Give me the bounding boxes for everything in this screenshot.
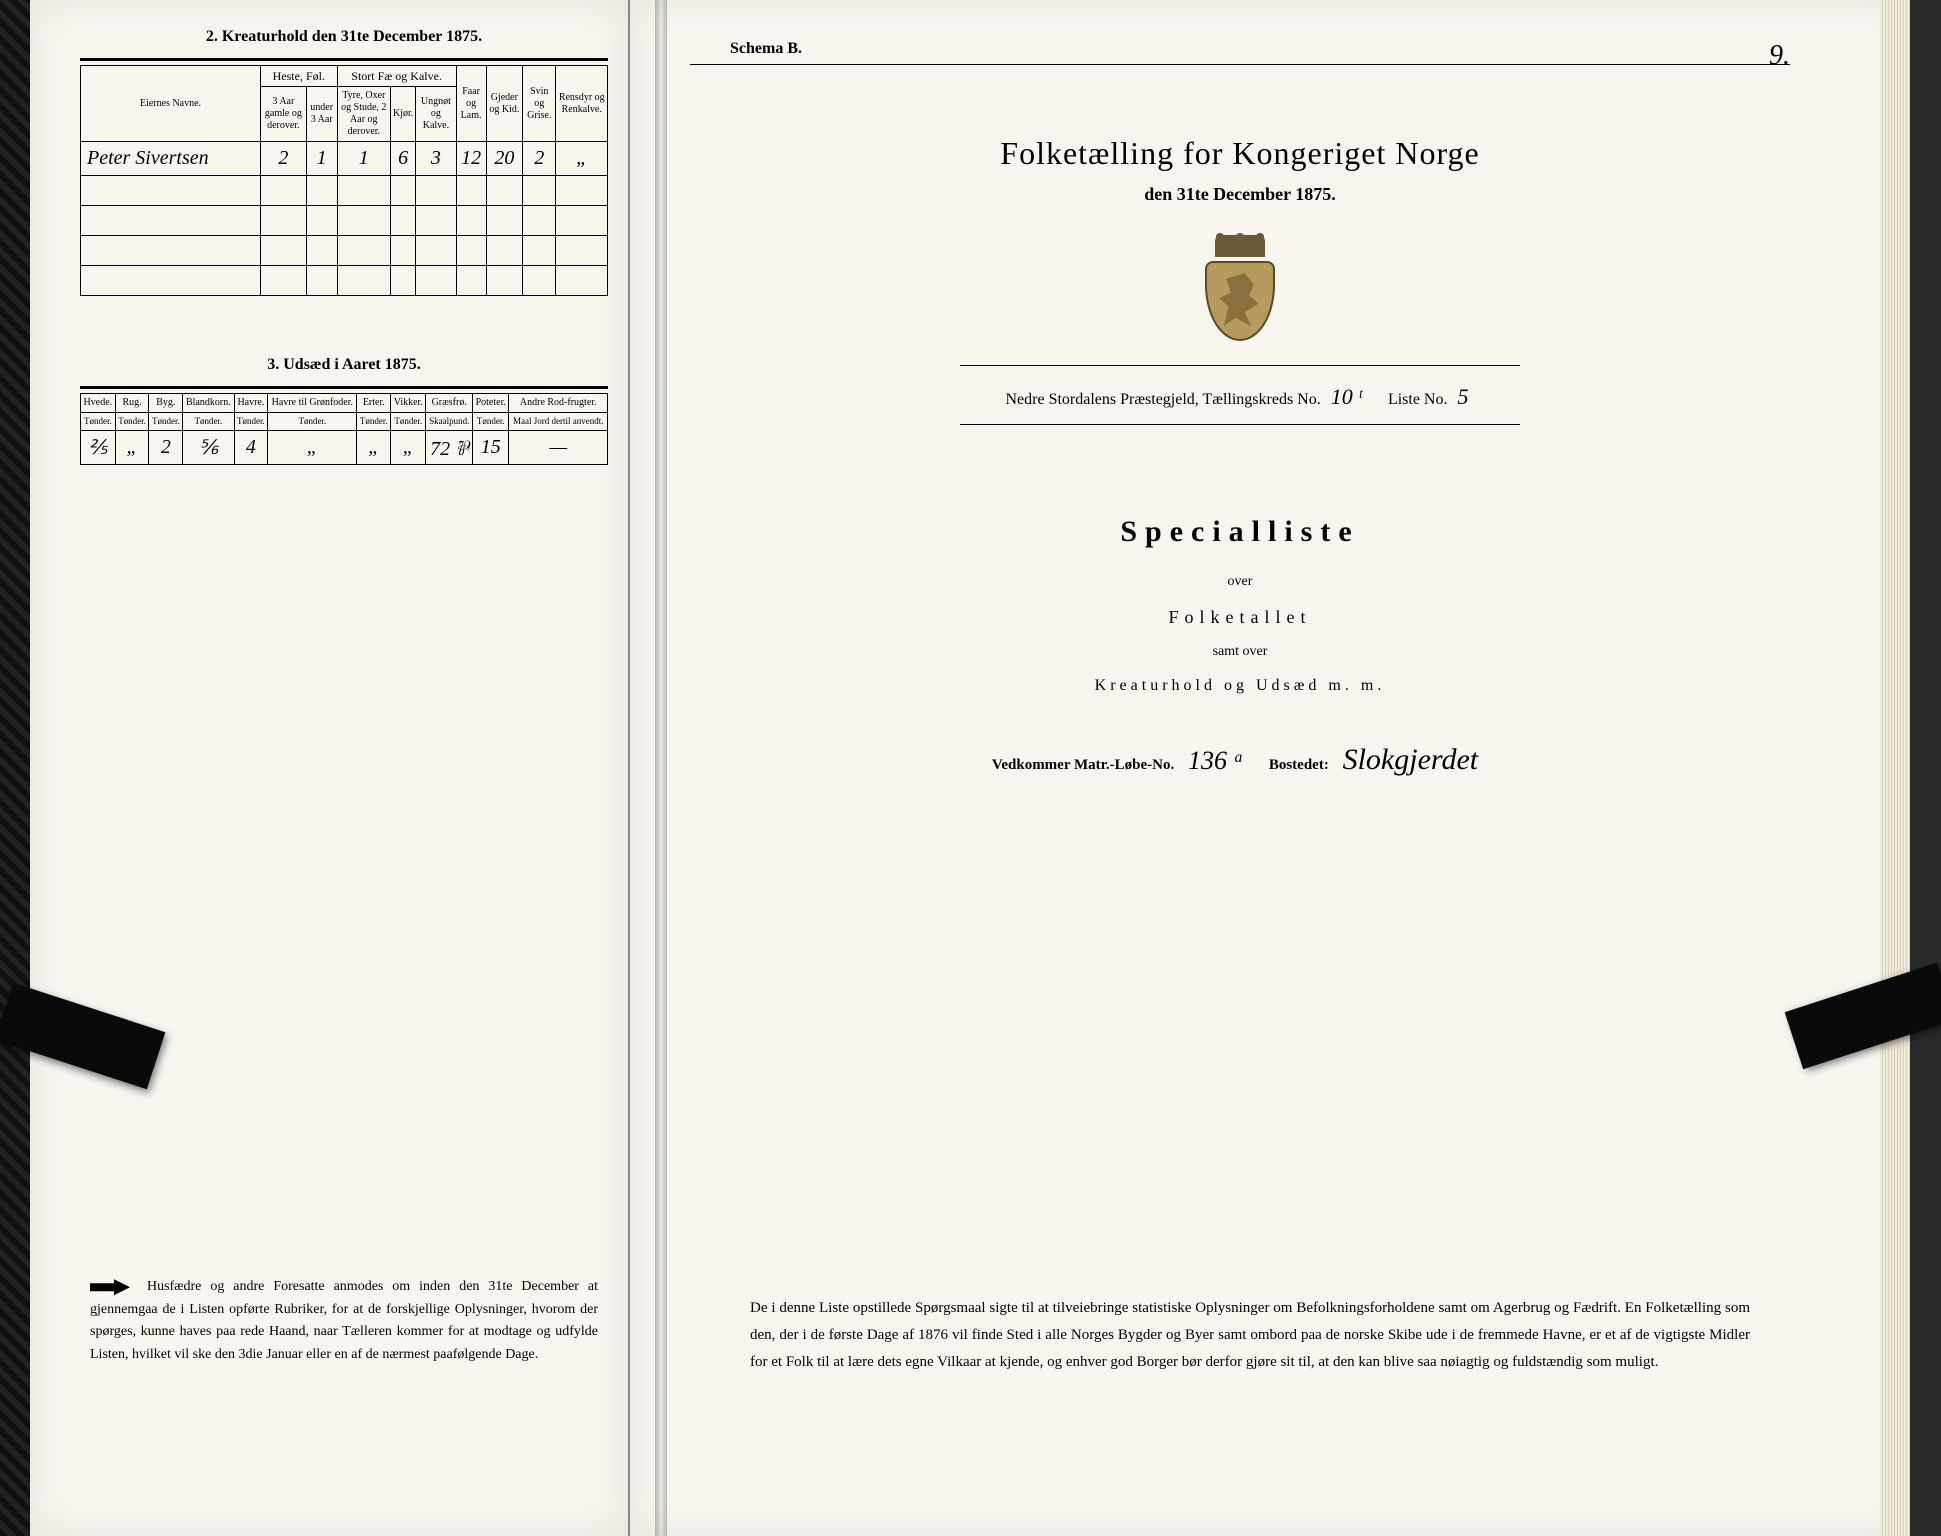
col-header: Erter. (357, 394, 391, 413)
cell: „ (357, 431, 391, 465)
cell: „ (268, 431, 357, 465)
matr-no: 136 ᵃ (1178, 746, 1254, 775)
cell: 1 (306, 142, 337, 176)
cell: 1 (337, 142, 390, 176)
rule (960, 365, 1520, 366)
samt-over-label: samt over (690, 637, 1790, 668)
col-stort-a: Tyre, Oxer og Stude, 2 Aar og derover. (337, 87, 390, 142)
col-stort-c: Ungnøt og Kalve. (416, 87, 456, 142)
col-unit: Tønder. (81, 413, 116, 431)
rule (80, 58, 608, 61)
cell: „ (115, 431, 149, 465)
cell: 4 (234, 431, 268, 465)
col-unit: Tønder. (473, 413, 509, 431)
liste-no: 5 (1451, 384, 1474, 409)
col-unit: Tønder. (234, 413, 268, 431)
col-unit: Skaalpund. (426, 413, 473, 431)
specialliste-heading: Specialliste (690, 515, 1790, 549)
col-heste-a: 3 Aar gamle og derover. (261, 87, 307, 142)
kreatur-label: Kreaturhold og Udsæd m. m. (690, 668, 1790, 703)
binding-edge (0, 0, 30, 1536)
folketallet-label: Folketallet (690, 598, 1790, 638)
pages-edge (1880, 0, 1910, 1536)
col-header: Byg. (149, 394, 183, 413)
col-unit: Tønder. (268, 413, 357, 431)
schema-label: Schema B. (730, 40, 1790, 58)
col-faar: Faar og Lam. (456, 66, 486, 142)
col-header: Rug. (115, 394, 149, 413)
district-no: 10 ᵗ (1325, 384, 1368, 409)
rule (690, 64, 1790, 65)
right-page: Schema B. 9. Folketælling for Kongeriget… (630, 0, 1910, 1536)
col-unit: Tønder. (391, 413, 426, 431)
col-unit: Tønder. (357, 413, 391, 431)
cell: 2 (523, 142, 556, 176)
col-header: Andre Rod-frugter. (509, 394, 608, 413)
cell: ⅖ (81, 431, 116, 465)
col-group-stort: Stort Fæ og Kalve. (337, 66, 456, 87)
cell-owner: Peter Sivertsen (81, 142, 261, 176)
census-title: Folketælling for Kongeriget Norge (690, 135, 1790, 172)
bostedet-value: Slokgjerdet (1333, 743, 1489, 776)
left-page: 2. Kreaturhold den 31te December 1875. E… (30, 0, 630, 1536)
cell: 72 ⅌ (426, 431, 473, 465)
cell: 2 (261, 142, 307, 176)
col-heste-b: under 3 Aar (306, 87, 337, 142)
cell: 6 (390, 142, 415, 176)
section2-title: 2. Kreaturhold den 31te December 1875. (80, 28, 608, 46)
table-row: ⅖„2⅚4„„„72 ⅌15— (81, 431, 608, 465)
over-label: over (690, 567, 1790, 598)
cell: „ (391, 431, 426, 465)
liste-label: Liste No. (1388, 391, 1448, 408)
cell: ⅚ (183, 431, 234, 465)
district-line: Nedre Stordalens Præstegjeld, Tællingskr… (690, 384, 1790, 410)
col-stort-b: Kjør. (390, 87, 415, 142)
matr-line: Vedkommer Matr.-Løbe-No. 136 ᵃ Bostedet:… (690, 743, 1790, 777)
subtitle-block: over Folketallet samt over Kreaturhold o… (690, 567, 1790, 703)
col-unit: Tønder. (149, 413, 183, 431)
cell: — (509, 431, 608, 465)
col-gjeder: Gjeder og Kid. (486, 66, 522, 142)
col-header: Vikker. (391, 394, 426, 413)
col-header: Havre til Grønfoder. (268, 394, 357, 413)
cell: „ (556, 142, 608, 176)
cell: 20 (486, 142, 522, 176)
col-header: Poteter. (473, 394, 509, 413)
rule (80, 386, 608, 389)
district-prefix: Nedre Stordalens Præstegjeld, Tællingskr… (1006, 391, 1321, 408)
cell: 15 (473, 431, 509, 465)
col-rens: Rensdyr og Renkalve. (556, 66, 608, 142)
col-unit: Tønder. (115, 413, 149, 431)
col-svin: Svin og Grise. (523, 66, 556, 142)
kreaturhold-table: Eiernes Navne. Heste, Føl. Stort Fæ og K… (80, 65, 608, 296)
col-group-heste: Heste, Føl. (261, 66, 338, 87)
book-spine (655, 0, 667, 1536)
cell: 12 (456, 142, 486, 176)
left-footnote: Husfædre og andre Foresatte anmodes om i… (90, 1276, 598, 1366)
census-subtitle: den 31te December 1875. (690, 184, 1790, 205)
col-header: Havre. (234, 394, 268, 413)
section3-title: 3. Udsæd i Aaret 1875. (80, 356, 608, 374)
coat-of-arms-icon (1195, 235, 1285, 345)
cell: 2 (149, 431, 183, 465)
udsaed-table: Hvede.Rug.Byg.Blandkorn.Havre.Havre til … (80, 393, 608, 465)
matr-label: Vedkommer Matr.-Løbe-No. (992, 757, 1174, 773)
col-unit: Tønder. (183, 413, 234, 431)
col-unit: Maal Jord dertil anvendt. (509, 413, 608, 431)
col-header: Hvede. (81, 394, 116, 413)
pointing-hand-icon (90, 1277, 130, 1297)
right-footnote: De i denne Liste opstillede Spørgsmaal s… (750, 1295, 1750, 1376)
rule (960, 424, 1520, 425)
col-owner: Eiernes Navne. (81, 66, 261, 142)
table-row: Peter Sivertsen 2 1 1 6 3 12 20 2 „ (81, 142, 608, 176)
col-header: Blandkorn. (183, 394, 234, 413)
cell: 3 (416, 142, 456, 176)
bostedet-label: Bostedet: (1269, 757, 1329, 773)
footnote-text: Husfædre og andre Foresatte anmodes om i… (90, 1279, 598, 1361)
page-number: 9. (1769, 40, 1790, 72)
col-header: Græsfrø. (426, 394, 473, 413)
book-spread: 2. Kreaturhold den 31te December 1875. E… (30, 0, 1910, 1536)
